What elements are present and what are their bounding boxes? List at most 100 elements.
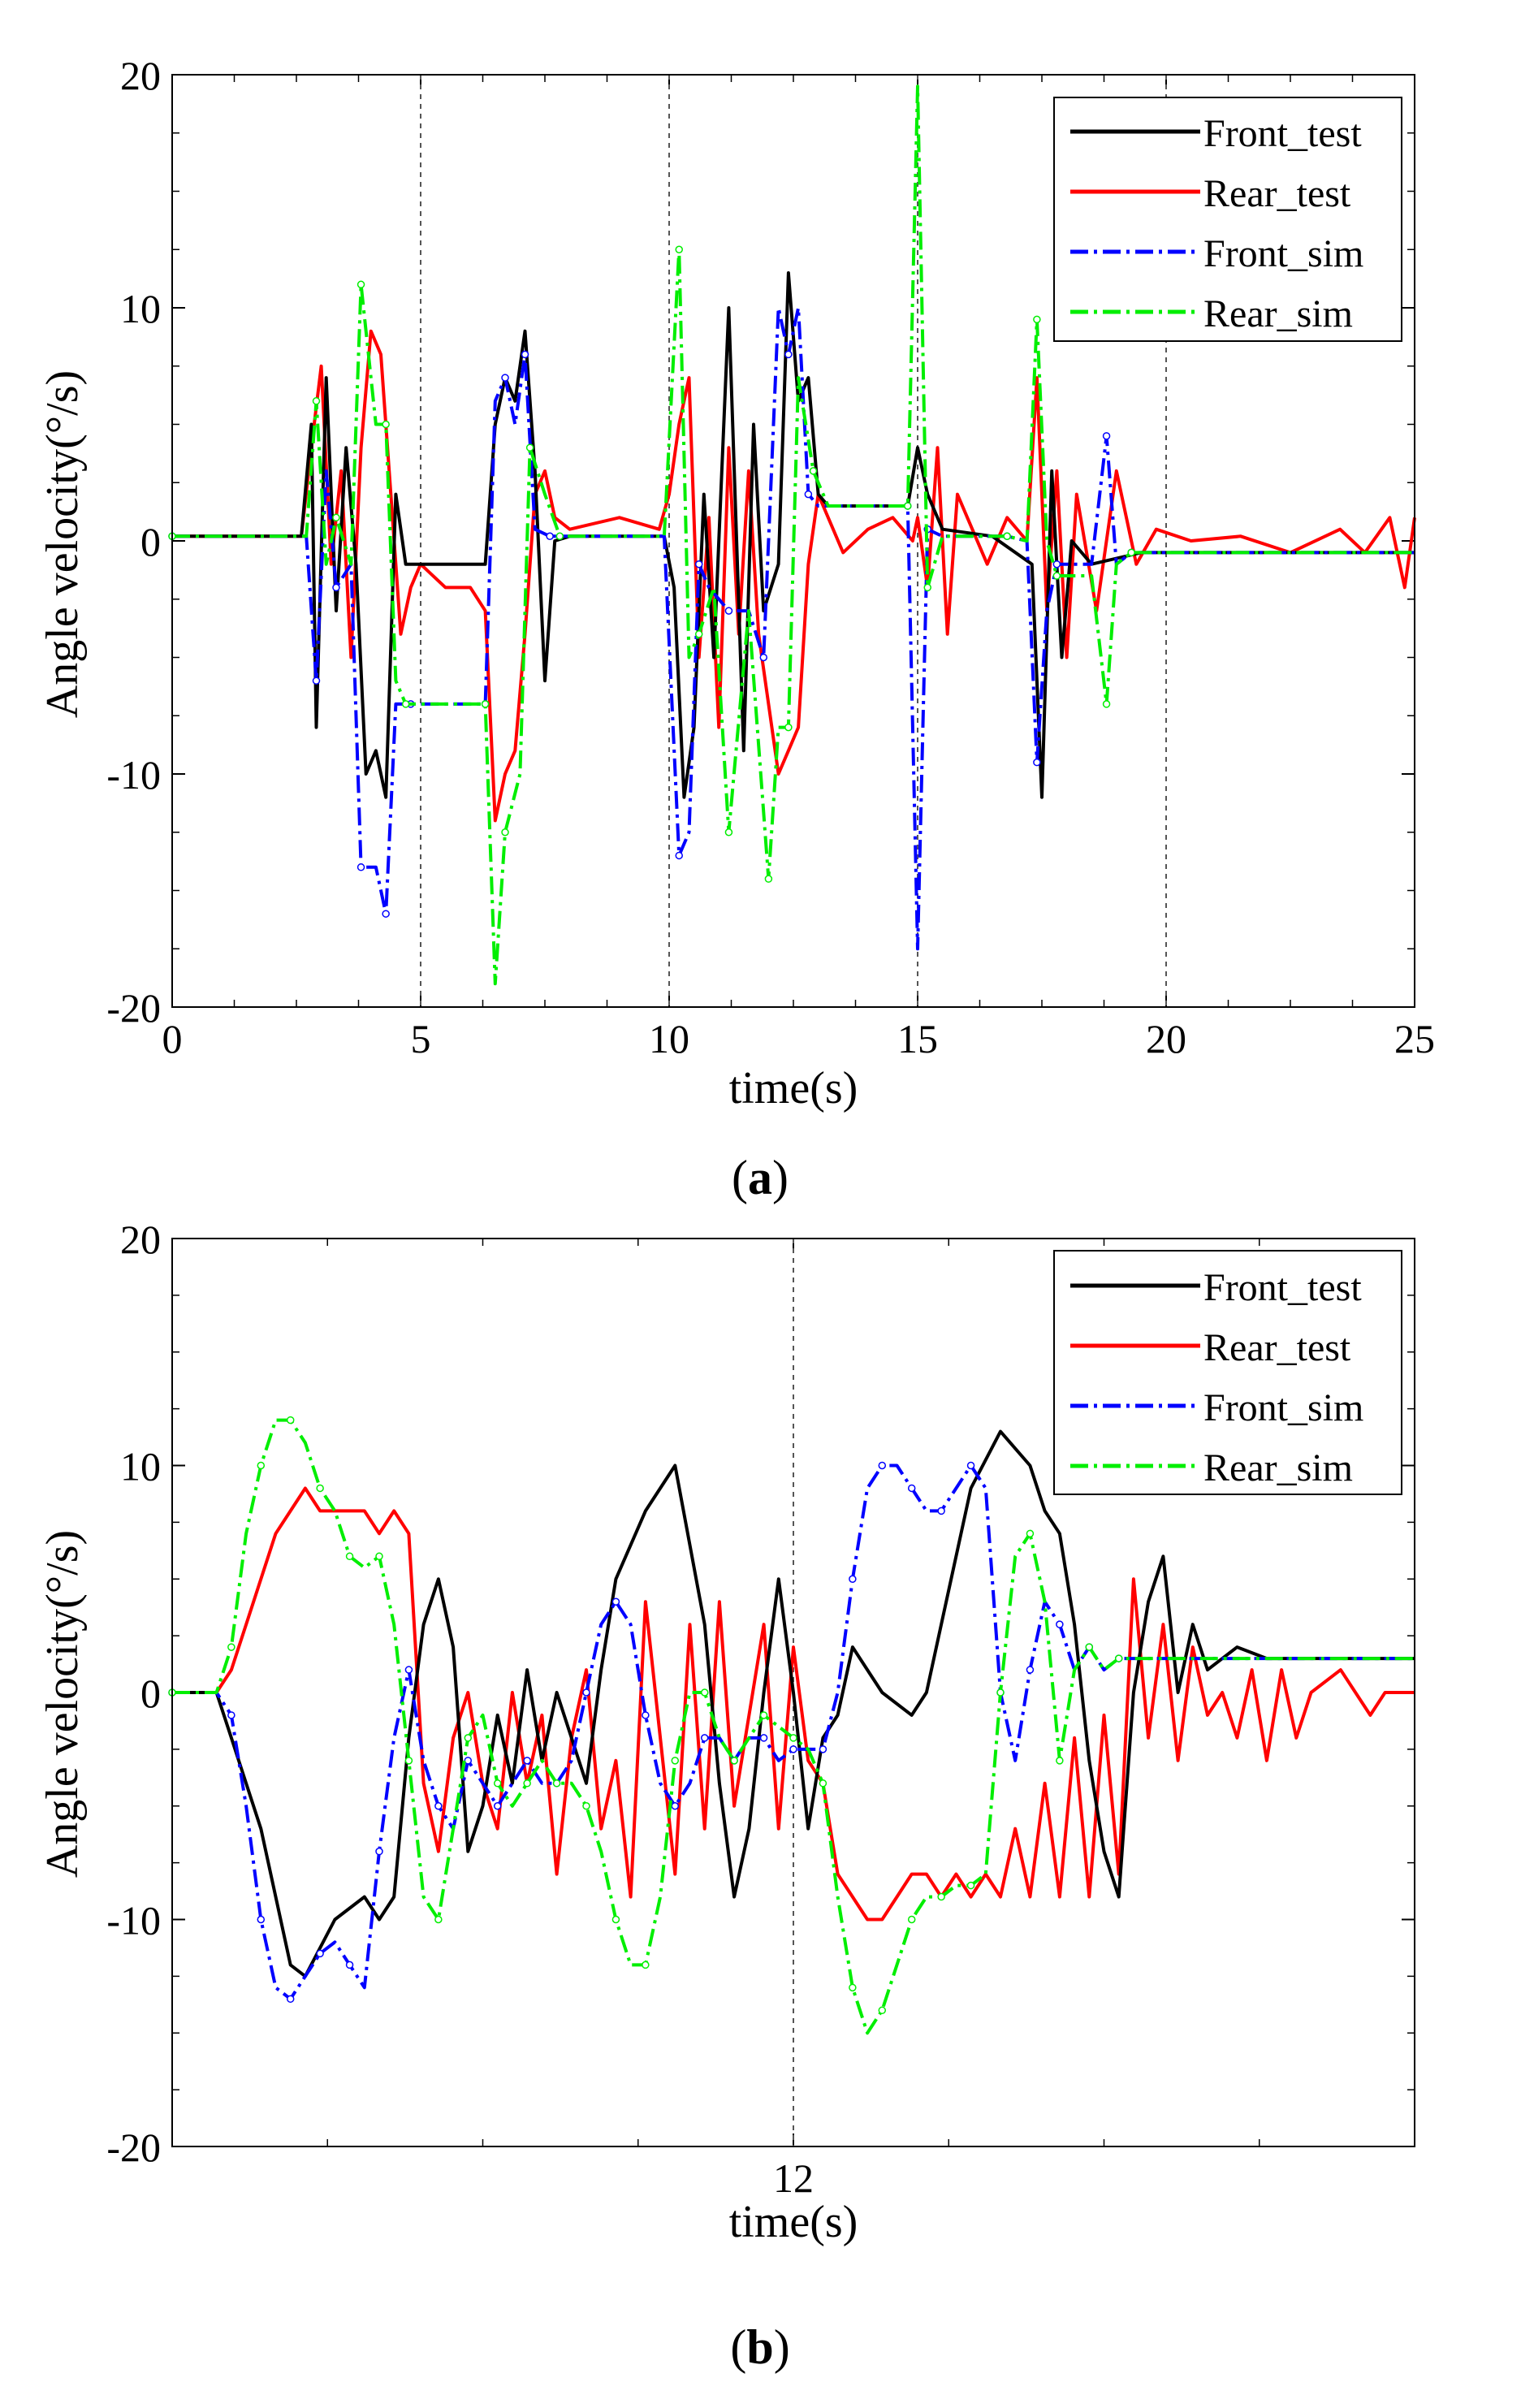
panel-b-marker-rear-sim (966, 1881, 975, 1890)
panel-b-ytick-label: 20 (120, 1217, 161, 1262)
panel-b-marker-front-sim (345, 1961, 354, 1969)
panel-b-caption: (b) (730, 2320, 789, 2374)
panel-b-marker-rear-sim (759, 1711, 768, 1719)
panel-b-marker-front-sim (493, 1802, 502, 1810)
panel-b-marker-rear-sim (345, 1552, 354, 1561)
panel-b-marker-rear-sim (464, 1734, 473, 1742)
panel-b-marker-rear-sim (1085, 1643, 1094, 1651)
panel-a-xtick-label: 0 (162, 1016, 183, 1061)
panel-a-marker-rear-sim (675, 245, 683, 253)
panel-a-xtick-label: 5 (411, 1016, 431, 1061)
panel-a-marker-rear-sim (1052, 572, 1061, 580)
panel-a-series-rear-sim (172, 84, 1415, 986)
panel-a-marker-rear-sim (724, 828, 733, 837)
panel-a-ytick-label: -20 (106, 985, 161, 1031)
panel-b-legend-label-front-test: Front_test (1203, 1266, 1362, 1309)
panel-b-marker-front-sim (404, 1666, 413, 1674)
panel-a-series-front-test (172, 271, 1415, 799)
panel-b-marker-rear-sim (819, 1779, 827, 1788)
panel-a-ticks: -20 -10 0 10 20 0 5 10 15 20 25 (106, 53, 1435, 1061)
panel-a-xtick-label: 20 (1146, 1016, 1186, 1061)
panel-a-marker-front-sim (382, 910, 390, 918)
panel-b-legend-label-rear-sim: Rear_sim (1203, 1446, 1353, 1489)
panel-b-marker-rear-sim (582, 1802, 590, 1810)
panel-a-marker-front-sim (332, 583, 340, 592)
panel-b-xtick-label: 12 (773, 2155, 814, 2201)
panel-b-marker-rear-sim (730, 1757, 738, 1765)
panel-b-marker-rear-sim (611, 1915, 620, 1924)
panel-b-marker-front-sim (464, 1757, 473, 1765)
panel-b-legend-box (1053, 1250, 1402, 1495)
panel-a-xtick-label: 15 (897, 1016, 938, 1061)
panel-b-marker-front-sim (878, 1461, 887, 1470)
panel-b-legend: Front_test Rear_test Front_sim Rear_sim (1053, 1250, 1402, 1495)
panel-a-marker-rear-sim (904, 502, 912, 510)
panel-a-legend: Front_test Rear_test Front_sim Rear_sim (1053, 97, 1402, 342)
panel-a-marker-front-sim (804, 490, 813, 499)
panel-a-marker-rear-sim (356, 280, 365, 289)
panel-a-marker-front-sim (546, 532, 554, 541)
panel-b-marker-rear-sim (552, 1779, 561, 1788)
panel-a-marker-rear-sim (332, 513, 340, 522)
panel-a-ylabel: Angle velocity(°/s) (37, 370, 88, 718)
panel-b-ytick-label: 0 (140, 1671, 161, 1716)
panel-a-xtick-label: 25 (1394, 1016, 1435, 1061)
panel-b-marker-rear-sim (1026, 1529, 1035, 1538)
panel-a-ytick-label: -10 (106, 752, 161, 798)
panel-b-marker-front-sim (611, 1597, 620, 1606)
panel-a-axes-frame (171, 74, 1415, 1008)
panel-a-ytick-label: 10 (120, 286, 161, 331)
panel-b-marker-front-sim (523, 1757, 531, 1765)
panel-b-marker-front-sim (1056, 1620, 1064, 1628)
panel-b-marker-front-sim (671, 1802, 680, 1810)
panel-a-marker-front-sim (1102, 432, 1111, 440)
panel-b-marker-rear-sim (849, 1983, 857, 1992)
panel-a-marker-front-sim (675, 851, 683, 860)
panel-b-legend-label-front-sim: Front_sim (1203, 1386, 1363, 1429)
panel-b-caption-letter: b (746, 2320, 773, 2374)
panel-a-marker-rear-sim (401, 700, 410, 708)
panel-b-marker-front-sim (257, 1915, 266, 1924)
panel-a-caption-letter: a (748, 1151, 772, 1204)
panel-a-marker-rear-sim (555, 532, 564, 541)
panel-b-ytick-label: -10 (106, 1898, 161, 1943)
panel-b-marker-rear-sim (257, 1461, 266, 1470)
panel-a-marker-rear-sim (1102, 700, 1111, 708)
panel-a-marker-rear-sim (1003, 532, 1011, 541)
panel-a-caption: (a) (732, 1151, 789, 1204)
panel-a-ytick-label: 20 (120, 53, 161, 98)
panel-a-marker-rear-sim (312, 397, 321, 405)
panel-b-marker-rear-sim (789, 1734, 797, 1742)
panel-b-marker-front-sim (937, 1507, 945, 1515)
panel-b-marker-rear-sim (642, 1961, 650, 1969)
panel-a-marker-front-sim (759, 653, 768, 662)
panel-b-series-front-sim (172, 1463, 1415, 2001)
panel-b-marker-front-sim (227, 1711, 235, 1719)
panel-a-legend-label-front-test: Front_test (1203, 112, 1362, 155)
panel-a-marker-front-sim (724, 607, 733, 615)
panel-b-ylabel: Angle velocity(°/s) (37, 1530, 88, 1878)
panel-b-marker-rear-sim (937, 1892, 945, 1901)
panel-a-legend-label-rear-sim: Rear_sim (1203, 292, 1353, 335)
panel-a-xlabel: time(s) (729, 1063, 858, 1113)
panel-b-marker-front-sim (642, 1711, 650, 1719)
panel-b-marker-front-sim (286, 1995, 295, 2004)
panel-b-marker-front-sim (1026, 1666, 1035, 1674)
panel-a-marker-rear-sim (501, 828, 509, 837)
panel-b-marker-front-sim (907, 1484, 916, 1493)
panel-a-marker-rear-sim (809, 467, 818, 475)
panel-a-series-front-sim (172, 306, 1415, 951)
panel-b-marker-rear-sim (316, 1484, 324, 1493)
panel-a-marker-front-sim (1033, 758, 1041, 767)
panel-a-marker-rear-sim (764, 875, 773, 883)
panel-a-marker-rear-sim (1033, 315, 1041, 324)
panel-a-series (168, 84, 1416, 986)
panel-b-marker-rear-sim (1056, 1757, 1064, 1765)
panel-b-marker-front-sim (582, 1688, 590, 1697)
panel-b-marker-front-sim (789, 1745, 797, 1753)
panel-a-marker-front-sim (694, 560, 703, 568)
panel-a-legend-label-rear-test: Rear_test (1203, 172, 1351, 215)
panel-b-ytick-label: 10 (120, 1444, 161, 1489)
panel-b: Angle velocity(°/s) -20 -10 0 10 20 12 time(s… (37, 1217, 1415, 2374)
panel-b-ticks: -20 -10 0 10 20 12 (106, 1217, 1415, 2201)
